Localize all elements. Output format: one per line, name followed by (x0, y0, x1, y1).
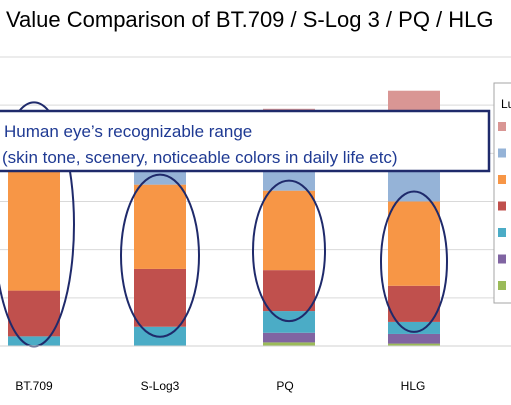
bar-segment (134, 268, 186, 327)
bar-segment (388, 333, 440, 344)
highlight-ellipse (252, 179, 326, 323)
bar-segment (134, 184, 186, 269)
annotation: Human eye’s recognizable range (skin ton… (0, 109, 491, 173)
highlight-ellipse (380, 190, 448, 333)
bar-segment (388, 285, 440, 322)
bar-segment (263, 190, 315, 271)
bar-segment (8, 290, 60, 337)
highlight-ellipse (120, 173, 200, 338)
annotation-line-1: Human eye’s recognizable range (4, 122, 252, 141)
legend-swatch (498, 175, 506, 184)
legend-swatch (498, 281, 506, 290)
chart-title: Value Comparison of BT.709 / S-Log 3 / P… (6, 7, 494, 32)
legend: Lu (493, 82, 511, 304)
x-tick-label: S-Log3 (141, 379, 180, 393)
bar-segment (263, 332, 315, 343)
annotation-box (0, 109, 491, 173)
legend-swatch (498, 201, 506, 211)
legend-title: Lu (501, 97, 511, 111)
x-tick-label: BT.709 (15, 379, 53, 393)
legend-swatch (498, 148, 506, 158)
legend-box (493, 82, 511, 304)
bar-segment (388, 343, 440, 346)
annotation-line-2: (skin tone, scenery, noticeable colors i… (2, 148, 398, 167)
legend-swatch (498, 122, 506, 131)
legend-swatch (498, 254, 506, 264)
bar-segment (388, 201, 440, 286)
x-tick-labels: BT.709 S-Log3 PQ HLG (15, 379, 425, 393)
x-tick-label: PQ (276, 379, 293, 393)
legend-swatch (498, 228, 506, 237)
bar-segment (263, 270, 315, 312)
bar-segment (388, 321, 440, 334)
bar-segment (263, 342, 315, 346)
x-tick-label: HLG (401, 379, 426, 393)
bar-segment (8, 336, 60, 346)
